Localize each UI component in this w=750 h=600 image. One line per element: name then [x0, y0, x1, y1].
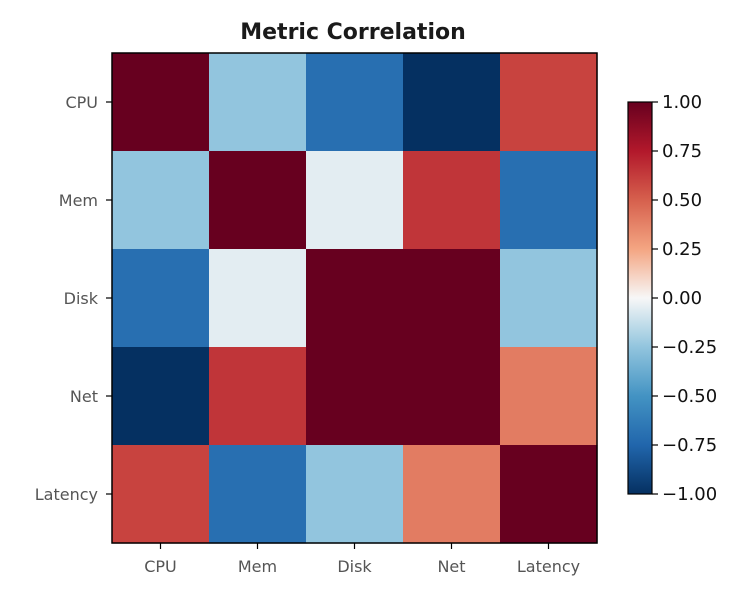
heatmap-cell-disk-mem: [209, 249, 307, 348]
colorbar-tick-label: 0.00: [662, 288, 702, 309]
y-tick-label-mem: Mem: [59, 191, 98, 210]
heatmap-cell-cpu-mem: [209, 53, 307, 152]
colorbar: 1.00 0.75 0.50 0.25 0.00 −0.25 −0.50 −0.75 −1.00: [627, 92, 717, 505]
heatmap-cell-cpu-cpu: [112, 53, 210, 152]
heatmap-cell-latency-cpu: [112, 445, 210, 544]
heatmap-cells: [112, 53, 598, 544]
colorbar-tick-label: −0.75: [662, 435, 717, 456]
colorbar-tick-label: 0.25: [662, 239, 702, 260]
heatmap-cell-mem-net: [403, 151, 501, 250]
heatmap-cell-mem-disk: [306, 151, 404, 250]
colorbar-tick-label: −1.00: [662, 484, 717, 505]
x-axis: CPU Mem Disk Net Latency: [144, 543, 580, 576]
y-tick-label-latency: Latency: [35, 485, 98, 504]
heatmap-cell-mem-cpu: [112, 151, 210, 250]
heatmap-cell-latency-latency: [500, 445, 598, 544]
colorbar-tick-label: 1.00: [662, 92, 702, 113]
heatmap-cell-mem-mem: [209, 151, 307, 250]
heatmap-cell-latency-disk: [306, 445, 404, 544]
x-tick-label-cpu: CPU: [144, 557, 177, 576]
y-tick-label-cpu: CPU: [65, 93, 98, 112]
y-tick-label-disk: Disk: [64, 289, 99, 308]
heatmap-cell-net-net: [403, 347, 501, 446]
colorbar-ticks: 1.00 0.75 0.50 0.25 0.00 −0.25 −0.50 −0.75 −1.00: [652, 92, 717, 505]
colorbar-tick-label: 0.50: [662, 190, 702, 211]
x-tick-label-net: Net: [437, 557, 465, 576]
y-axis: CPU Mem Disk Net Latency: [35, 93, 112, 504]
x-tick-label-disk: Disk: [337, 557, 372, 576]
heatmap-cell-mem-latency: [500, 151, 598, 250]
heatmap-cell-disk-disk: [306, 249, 404, 348]
heatmap-cell-net-mem: [209, 347, 307, 446]
heatmap-cell-net-latency: [500, 347, 598, 446]
heatmap-cell-latency-mem: [209, 445, 307, 544]
heatmap-cell-cpu-net: [403, 53, 501, 152]
heatmap-cell-disk-cpu: [112, 249, 210, 348]
heatmap-cell-net-disk: [306, 347, 404, 446]
y-tick-label-net: Net: [70, 387, 98, 406]
heatmap-cell-cpu-disk: [306, 53, 404, 152]
heatmap-cell-net-cpu: [112, 347, 210, 446]
colorbar-tick-label: −0.50: [662, 386, 717, 407]
chart-title: Metric Correlation: [240, 20, 466, 45]
colorbar-gradient: [627, 101, 653, 495]
x-tick-label-mem: Mem: [238, 557, 277, 576]
x-tick-label-latency: Latency: [517, 557, 580, 576]
heatmap-cell-disk-latency: [500, 249, 598, 348]
colorbar-tick-label: 0.75: [662, 141, 702, 162]
colorbar-tick-label: −0.25: [662, 337, 717, 358]
heatmap-cell-latency-net: [403, 445, 501, 544]
heatmap-cell-cpu-latency: [500, 53, 598, 152]
heatmap-cell-disk-net: [403, 249, 501, 348]
